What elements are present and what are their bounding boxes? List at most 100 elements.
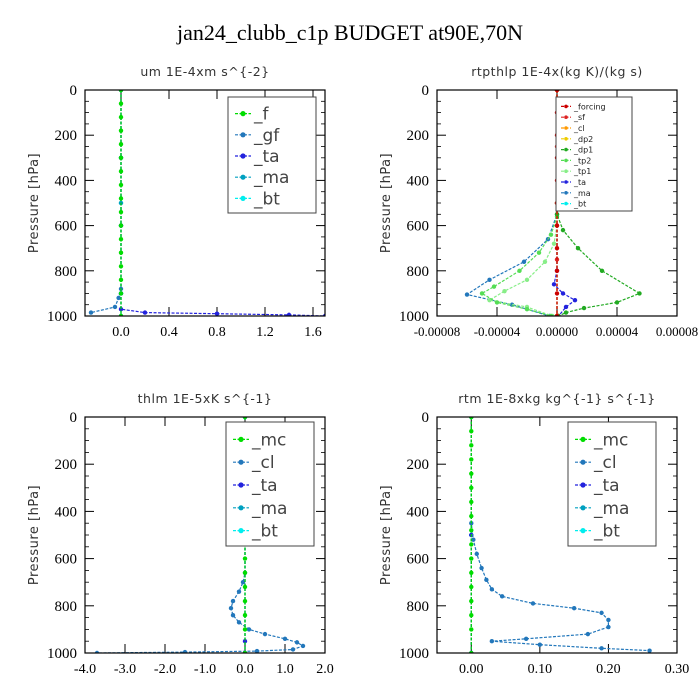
series-line <box>487 90 558 316</box>
chart-panel-thlm: thlm 1E-5xK s^{-1} Pressure [hPa] 0 200 400 6… <box>27 391 334 677</box>
data-point <box>581 305 587 311</box>
data-point <box>469 499 474 505</box>
figure-title: jan24_clubb_c1p BUDGET at90E,70N <box>176 20 524 45</box>
legend-swatch-marker <box>580 505 586 511</box>
x-tick-label: 0.4 <box>160 325 178 340</box>
data-point <box>282 636 288 642</box>
data-point <box>469 598 474 604</box>
data-point <box>524 307 530 312</box>
plot-frame <box>84 89 326 317</box>
data-point <box>254 648 260 653</box>
plot-frame <box>84 416 326 654</box>
data-point <box>572 297 578 303</box>
legend-swatch-marker <box>238 436 244 442</box>
x-tick-label: 0.00008 <box>656 324 698 339</box>
y-tick-label: 0 <box>70 410 78 426</box>
x-tick-label: -4.0 <box>74 662 96 677</box>
data-point <box>228 605 234 611</box>
legend-label: _forcing <box>573 102 606 111</box>
data-point <box>88 310 94 315</box>
x-tick-label: 0.00004 <box>596 324 639 339</box>
legend-swatch-marker <box>240 195 246 201</box>
legend-label: _bt <box>573 200 586 209</box>
legend-swatch-marker <box>564 147 568 152</box>
data-point <box>560 291 566 296</box>
data-point <box>286 312 292 316</box>
legend-label: _mc <box>251 430 286 450</box>
data-point <box>637 291 642 296</box>
y-tick-label: 800 <box>407 264 430 280</box>
y-axis-label: Pressure [hPa] <box>379 485 394 585</box>
data-point <box>471 537 476 542</box>
x-tick-label: 0.0 <box>112 325 130 340</box>
x-tick-label: -0.00008 <box>414 324 461 339</box>
data-point <box>554 246 560 251</box>
legend-label: _dp2 <box>573 135 593 144</box>
data-point <box>240 580 246 585</box>
data-point <box>236 589 242 594</box>
data-point <box>491 284 497 289</box>
legend-box <box>555 96 633 212</box>
x-tick-label: 0.30 <box>665 662 690 677</box>
y-tick-label: 800 <box>407 599 430 615</box>
data-point <box>469 485 474 490</box>
panel-title: thlm 1E-5xK s^{-1} <box>138 391 273 406</box>
legend-label: _ma <box>251 499 287 519</box>
data-point <box>236 620 242 625</box>
data-point <box>487 277 492 283</box>
series-line <box>556 90 641 316</box>
legend-label: _cl <box>573 124 585 133</box>
x-tick-label: 0.0 <box>236 662 254 677</box>
y-tick-label: 1000 <box>47 309 77 325</box>
x-tick-label: 0.00 <box>459 662 484 677</box>
legend-swatch-marker <box>240 153 246 159</box>
data-point <box>242 613 248 618</box>
data-point <box>469 584 474 590</box>
legend-label: _ma <box>253 168 289 188</box>
data-point <box>112 304 118 310</box>
data-point <box>182 649 188 653</box>
data-point <box>118 114 124 120</box>
data-point <box>262 631 268 637</box>
legend-swatch-marker <box>240 174 246 180</box>
data-point <box>517 268 522 273</box>
data-point <box>464 292 470 297</box>
data-point <box>479 565 484 571</box>
data-point <box>242 570 248 575</box>
data-point <box>554 223 560 228</box>
data-point <box>142 310 148 315</box>
legend-swatch-marker <box>238 459 244 465</box>
chart-panel-rtm: rtm 1E-8xkg kg^{-1} s^{-1} Pressure [hPa]… <box>379 391 689 677</box>
legend-swatch-marker <box>564 158 568 163</box>
data-point <box>469 513 474 519</box>
data-point <box>554 291 560 296</box>
legend-swatch-marker <box>580 528 586 534</box>
plot-frame <box>436 89 678 317</box>
legend-label: _dp1 <box>573 146 593 155</box>
legend-label: _tp2 <box>573 156 591 165</box>
data-point <box>230 598 236 604</box>
data-point <box>118 307 124 312</box>
data-point <box>469 528 474 533</box>
x-tick-label: 1.2 <box>256 325 274 340</box>
data-point <box>118 250 124 255</box>
legend-label: _ta <box>253 147 280 167</box>
legend-label: _mc <box>593 430 628 450</box>
data-point <box>523 636 529 642</box>
legend-label: _ma <box>573 189 591 198</box>
panel-title: rtm 1E-8xkg kg^{-1} s^{-1} <box>458 391 655 406</box>
legend-label: _gf <box>253 126 280 146</box>
legend-label: _cl <box>593 453 617 473</box>
data-point <box>118 236 124 242</box>
y-tick-label: 1000 <box>399 646 429 662</box>
y-axis-label: Pressure [hPa] <box>27 153 42 253</box>
data-point <box>489 639 495 644</box>
data-point <box>118 223 124 228</box>
y-tick-label: 0 <box>70 83 78 99</box>
data-point <box>489 587 495 592</box>
data-point <box>469 457 474 462</box>
data-point <box>290 647 296 652</box>
y-tick-label: 1000 <box>399 309 429 325</box>
data-point <box>606 617 611 623</box>
data-point <box>551 241 557 246</box>
